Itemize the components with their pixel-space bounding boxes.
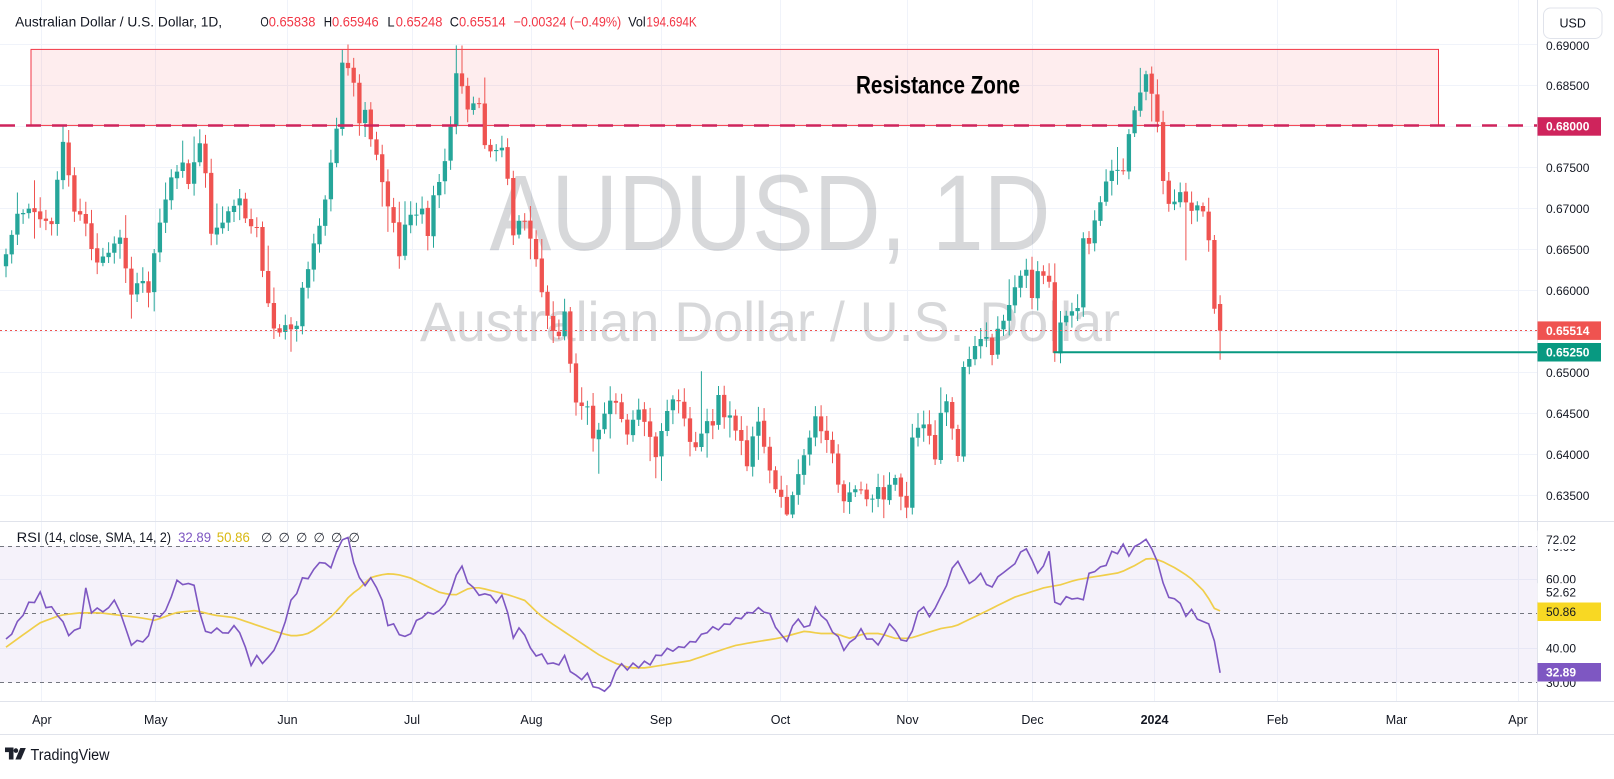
svg-text:0.67500: 0.67500 bbox=[1546, 161, 1590, 175]
svg-text:Australian Dollar / U.S. Dolla: Australian Dollar / U.S. Dollar, 1D, bbox=[15, 14, 222, 30]
svg-text:USD: USD bbox=[1559, 17, 1585, 31]
svg-text:0.65000: 0.65000 bbox=[1546, 366, 1590, 380]
svg-text:Aug: Aug bbox=[520, 713, 542, 727]
svg-text:0.63500: 0.63500 bbox=[1546, 489, 1590, 503]
svg-text:0.65250: 0.65250 bbox=[1546, 346, 1590, 360]
svg-text:2024: 2024 bbox=[1141, 713, 1169, 727]
svg-text:0.66000: 0.66000 bbox=[1546, 284, 1590, 298]
svg-text:Apr: Apr bbox=[1508, 713, 1527, 727]
svg-text:32.89: 32.89 bbox=[1546, 666, 1576, 680]
svg-text:Apr: Apr bbox=[32, 713, 51, 727]
svg-text:0.67000: 0.67000 bbox=[1546, 202, 1590, 216]
svg-text:0.68500: 0.68500 bbox=[1546, 79, 1590, 93]
svg-text:0.66500: 0.66500 bbox=[1546, 243, 1590, 257]
svg-text:Mar: Mar bbox=[1386, 713, 1408, 727]
svg-text:72.02: 72.02 bbox=[1546, 533, 1576, 547]
svg-text:(14, close, SMA, 14, 2): (14, close, SMA, 14, 2) bbox=[45, 529, 172, 545]
svg-text:∅: ∅ bbox=[279, 530, 290, 545]
svg-text:Jul: Jul bbox=[404, 713, 420, 727]
svg-text:0.65838: 0.65838 bbox=[269, 14, 316, 30]
svg-text:Feb: Feb bbox=[1267, 713, 1289, 727]
svg-text:C: C bbox=[450, 14, 459, 30]
svg-text:0.65946: 0.65946 bbox=[332, 14, 379, 30]
svg-text:Jun: Jun bbox=[277, 713, 297, 727]
svg-text:Sep: Sep bbox=[650, 713, 672, 727]
svg-text:AUDUSD, 1D: AUDUSD, 1D bbox=[490, 152, 1051, 273]
svg-text:Resistance Zone: Resistance Zone bbox=[856, 72, 1020, 100]
svg-text:194.694K: 194.694K bbox=[646, 14, 697, 30]
svg-text:May: May bbox=[144, 713, 168, 727]
svg-text:−0.00324 (−0.49%): −0.00324 (−0.49%) bbox=[514, 14, 622, 30]
svg-text:RSI: RSI bbox=[17, 529, 41, 545]
svg-text:∅: ∅ bbox=[349, 530, 360, 545]
svg-text:Oct: Oct bbox=[771, 713, 791, 727]
svg-text:L: L bbox=[387, 14, 394, 30]
svg-text:0.68000: 0.68000 bbox=[1546, 120, 1590, 134]
svg-text:40.00: 40.00 bbox=[1546, 642, 1576, 656]
svg-text:52.62: 52.62 bbox=[1546, 586, 1576, 600]
svg-text:0.65514: 0.65514 bbox=[1546, 324, 1590, 338]
svg-text:0.64500: 0.64500 bbox=[1546, 407, 1590, 421]
svg-text:0.69000: 0.69000 bbox=[1546, 39, 1590, 53]
svg-text:50.86: 50.86 bbox=[1546, 605, 1576, 619]
svg-text:∅: ∅ bbox=[331, 530, 342, 545]
svg-text:TradingView: TradingView bbox=[31, 747, 111, 764]
svg-text:Nov: Nov bbox=[896, 713, 919, 727]
svg-text:32.89: 32.89 bbox=[178, 529, 211, 545]
svg-text:Dec: Dec bbox=[1021, 713, 1043, 727]
svg-text:H: H bbox=[324, 14, 332, 30]
svg-text:0.65514: 0.65514 bbox=[459, 14, 506, 30]
svg-text:∅: ∅ bbox=[261, 530, 272, 545]
svg-text:∅: ∅ bbox=[296, 530, 307, 545]
svg-text:0.64000: 0.64000 bbox=[1546, 448, 1590, 462]
svg-text:0.65248: 0.65248 bbox=[396, 14, 443, 30]
svg-text:50.86: 50.86 bbox=[217, 529, 250, 545]
svg-text:∅: ∅ bbox=[314, 530, 325, 545]
svg-text:O: O bbox=[260, 14, 268, 30]
svg-text:Vol: Vol bbox=[628, 14, 646, 30]
